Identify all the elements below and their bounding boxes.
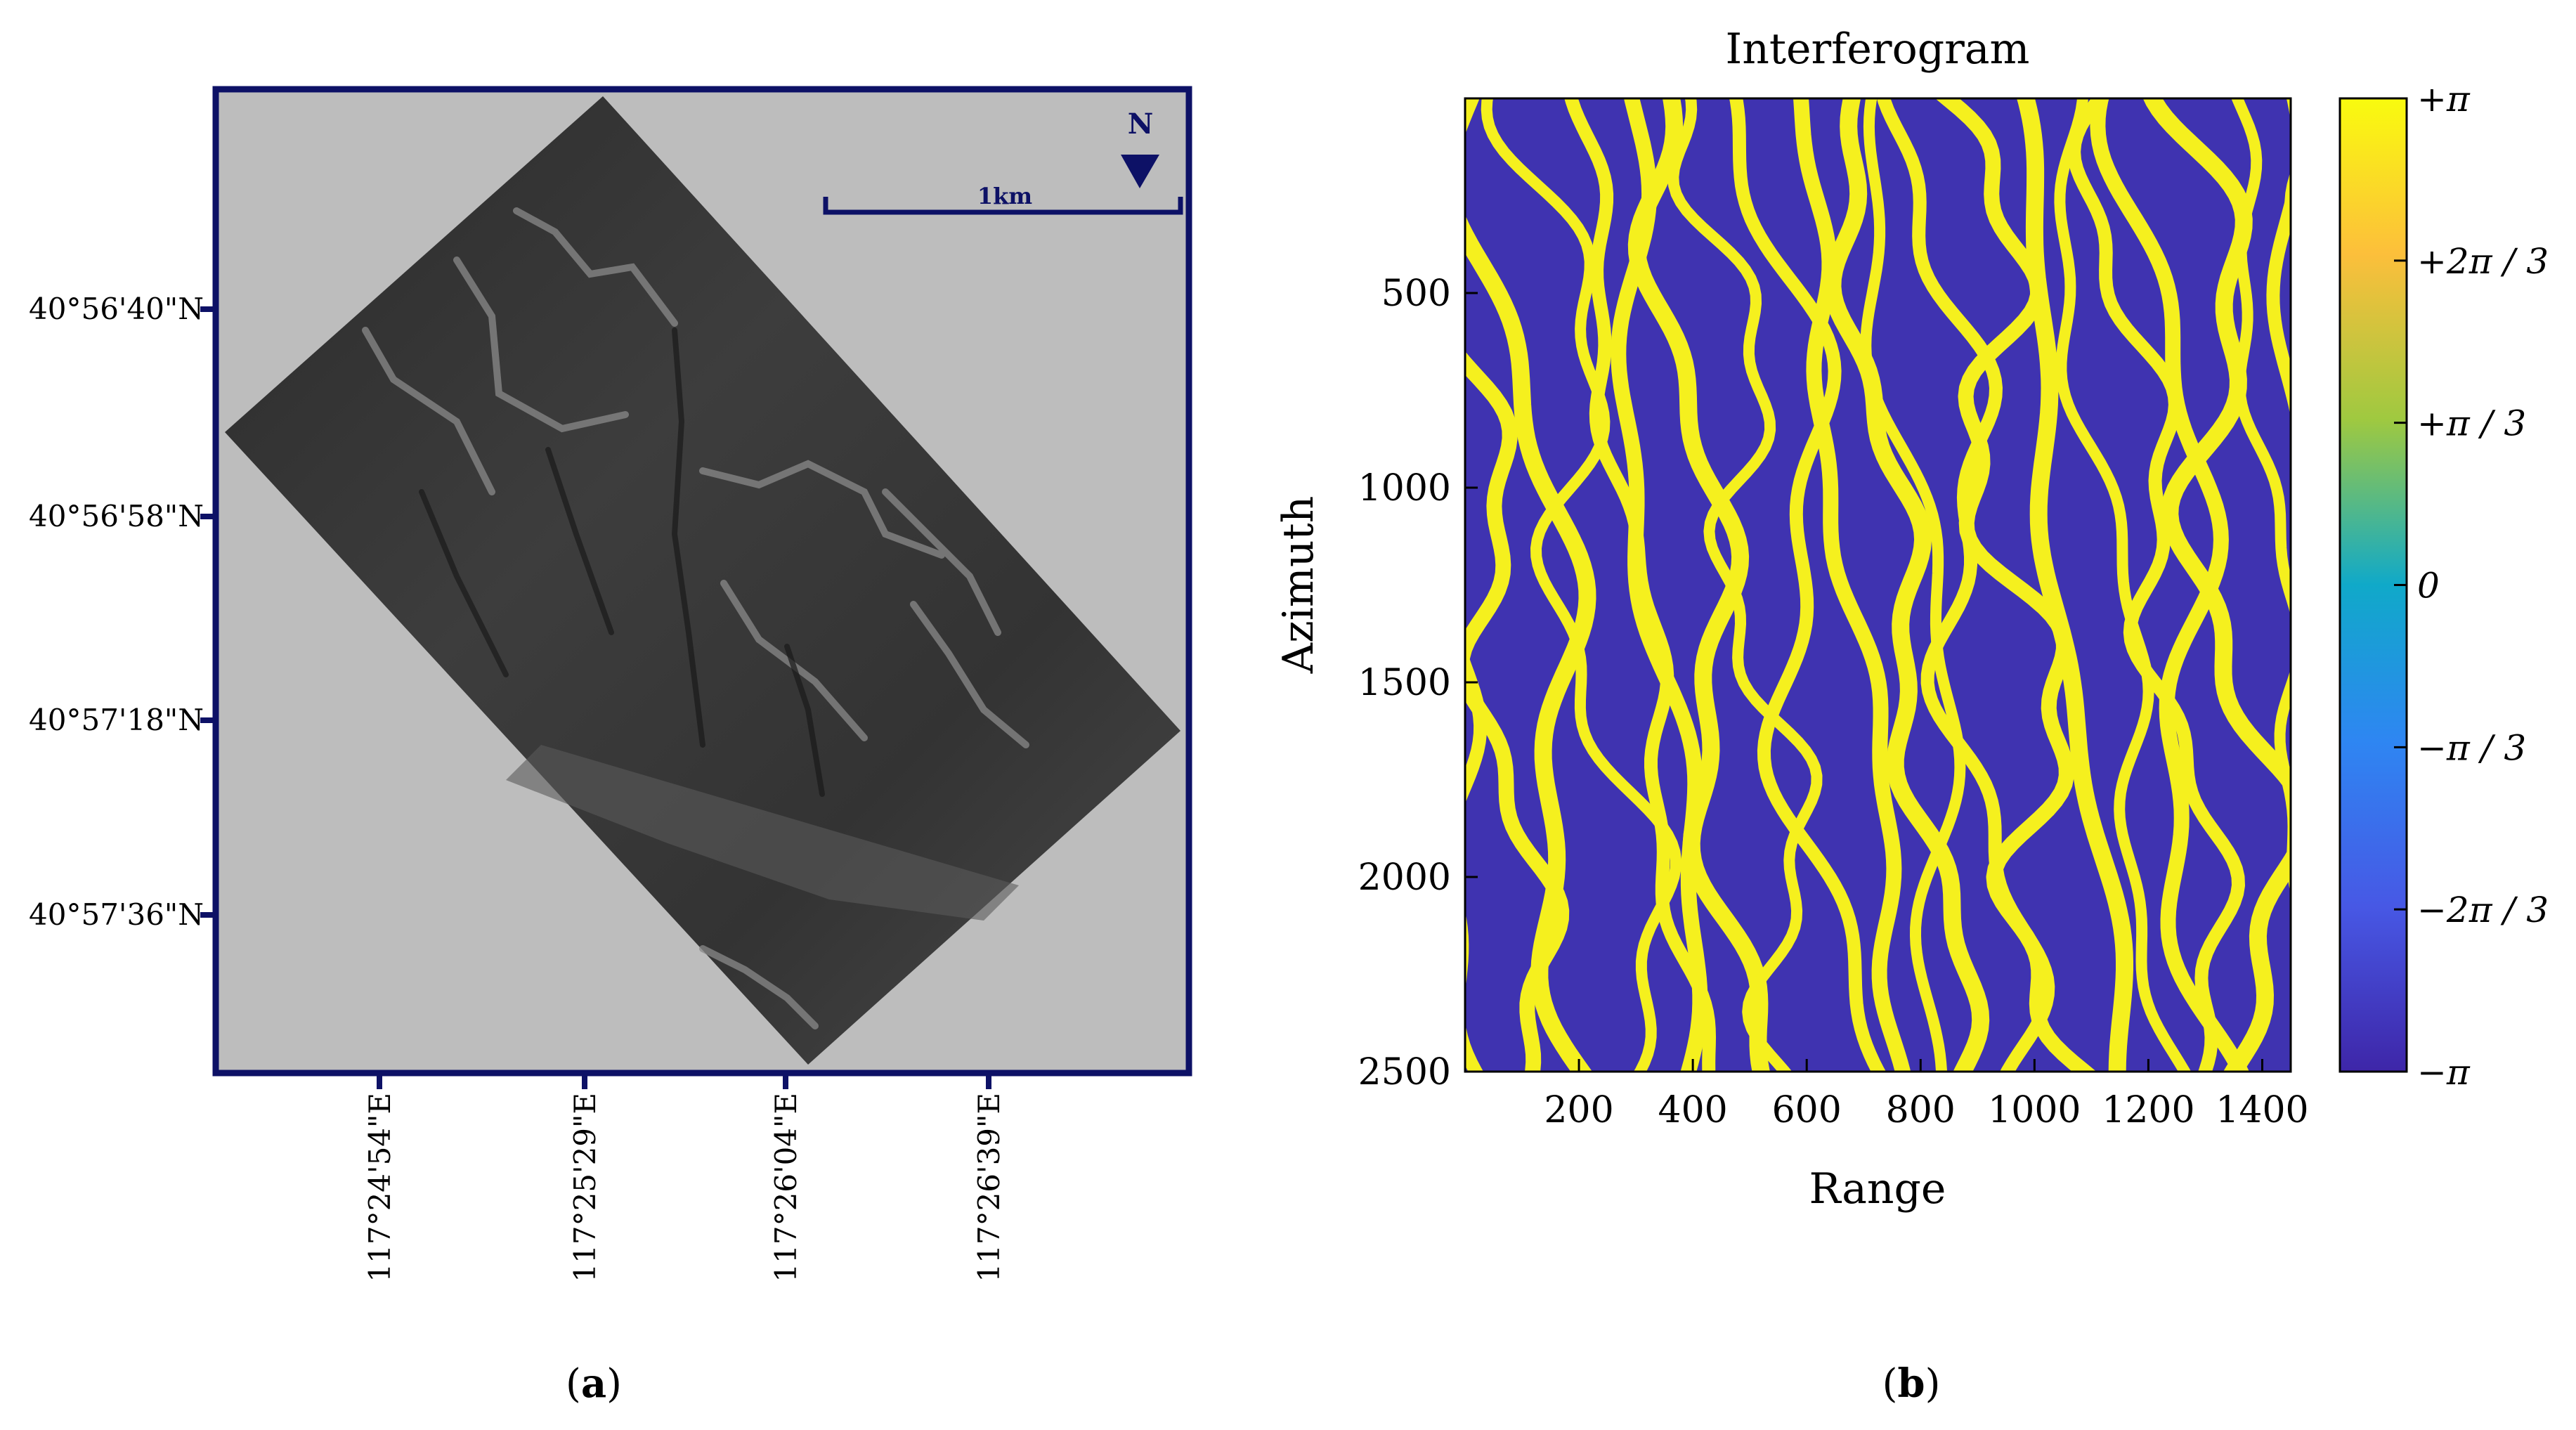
y-tick-label: 1000 [1358,467,1451,509]
fringe-band [2544,84,2576,1079]
x-tick-label: 800 [1886,1089,1956,1131]
fringe-band [1481,98,1682,1072]
x-axis-label: Range [1809,1164,1946,1214]
y-tick-label: 2500 [1358,1051,1451,1093]
colorbar: +π +2π / 3 +π / 3 0 −π / 3 −2π / 3 −π [2338,79,2549,1093]
panel-b-caption: (b) [1882,1360,1941,1407]
fringe-band [1823,98,1990,1072]
lon-tick-label: 117°25'29"E [568,1093,602,1282]
lat-tick-label: 40°57'18"N [29,703,204,737]
north-arrow: N [1121,108,1159,188]
x-tick-label: 1400 [2216,1089,2308,1131]
lon-tick-label: 117°26'04"E [769,1093,803,1282]
fringe-band [1793,98,1911,1072]
scale-bar: 1km [823,183,1183,215]
lon-tick-label: 117°24'54"E [363,1093,397,1282]
fringe-band [2054,98,2192,1072]
x-axis: 200 400 600 800 1000 1200 1400 [1544,1059,2309,1131]
y-tick-label: 1500 [1358,662,1451,704]
x-tick-label: 200 [1544,1089,1613,1131]
colorbar-tick-label: +π [2417,79,2471,119]
interferogram-fringes [1351,84,2576,1079]
terrain-image [225,96,1180,1065]
latitude-axis: 40°56'40"N 40°56'58"N 40°57'18"N 40°57'3… [29,292,216,932]
y-axis-label: Azimuth [1274,496,1323,674]
x-tick-label: 1000 [1988,1089,2081,1131]
fringe-band [2016,98,2133,1072]
north-arrow-icon [1121,155,1159,188]
colorbar-tick-label: −π [2417,1052,2471,1093]
fringe-band [1465,98,1570,1072]
fringe-band [2231,98,2291,893]
chart-title: Interferogram [1726,25,2030,74]
fringe-band [1465,98,1596,1072]
panel-a: 1km N 40°56'40"N 40°56'58"N 40°57'18"N 4… [29,86,1192,1407]
y-tick-label: 2000 [1358,857,1451,899]
y-tick-label: 500 [1381,273,1451,315]
x-tick-label: 1200 [2102,1089,2194,1131]
lat-tick-label: 40°57'36"N [29,897,204,932]
colorbar-tick-label: −2π / 3 [2417,890,2549,930]
lat-tick-label: 40°56'58"N [29,499,204,533]
y-axis: 500 1000 1500 2000 2500 [1358,273,1478,1093]
panel-a-caption: (a) [566,1360,622,1407]
colorbar-tick-label: −π / 3 [2417,727,2526,768]
fringe-band [1934,98,2097,1072]
colorbar-tick-label: +π / 3 [2417,403,2526,444]
x-tick-label: 600 [1772,1089,1842,1131]
fringe-band [1729,98,1887,1072]
x-tick-label: 400 [1658,1089,1728,1131]
colorbar-ticks: +π +2π / 3 +π / 3 0 −π / 3 −2π / 3 −π [2394,79,2549,1093]
scale-bar-label: 1km [977,183,1032,209]
fringe-band [2067,98,2245,1072]
fringe-band [1351,84,1445,1079]
fringe-band [2266,98,2291,417]
lon-tick-label: 117°26'39"E [972,1093,1006,1282]
longitude-axis: 117°24'54"E 117°25'29"E 117°26'04"E 117°… [363,1073,1006,1282]
fringe-band [1627,98,1771,1072]
fringe-band [1860,98,1966,1072]
lat-tick-label: 40°56'40"N [29,292,204,326]
colorbar-tick-label: +2π / 3 [2417,241,2549,282]
colorbar-tick-label: 0 [2417,566,2440,606]
north-label: N [1128,108,1154,141]
fringe-band [1667,98,1823,1072]
panel-b: Interferogram 200 400 600 800 1000 1200 1400 5… [1274,25,2576,1407]
